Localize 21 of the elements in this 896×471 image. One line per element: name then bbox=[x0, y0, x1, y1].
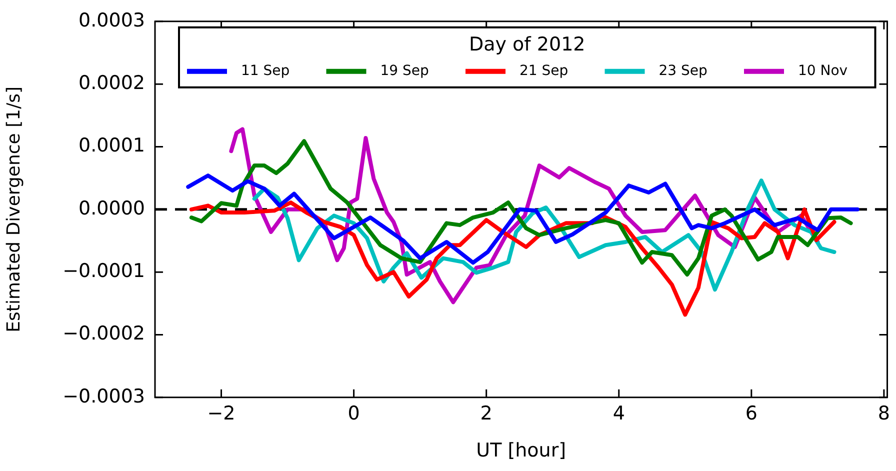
legend-label: 11 Sep bbox=[241, 63, 290, 80]
legend-label: 10 Nov bbox=[798, 63, 848, 80]
legend-label: 21 Sep bbox=[520, 63, 568, 80]
y-tick-label: 0.0003 bbox=[78, 9, 145, 32]
x-tick-label: −2 bbox=[207, 402, 236, 425]
y-tick-label: 0.0000 bbox=[78, 197, 145, 220]
legend-label: 19 Sep bbox=[380, 63, 430, 80]
y-tick-label: −0.0003 bbox=[62, 385, 145, 408]
y-tick-label: −0.0002 bbox=[62, 322, 145, 345]
legend-label: 23 Sep bbox=[658, 63, 708, 80]
y-tick-label: 0.0002 bbox=[78, 72, 145, 94]
x-tick-label: 8 bbox=[878, 402, 890, 425]
x-axis-title: UT [hour] bbox=[476, 440, 566, 462]
y-tick-label: 0.0001 bbox=[78, 134, 145, 157]
x-tick-label: 2 bbox=[480, 402, 492, 425]
x-tick-label: 0 bbox=[348, 402, 360, 425]
x-tick-label: 4 bbox=[612, 402, 625, 425]
x-tick-label: 6 bbox=[745, 402, 758, 425]
legend-title: Day of 2012 bbox=[468, 33, 586, 56]
y-tick-label: −0.0001 bbox=[62, 260, 145, 282]
y-axis-title: Estimated Divergence [1/s] bbox=[3, 86, 24, 332]
